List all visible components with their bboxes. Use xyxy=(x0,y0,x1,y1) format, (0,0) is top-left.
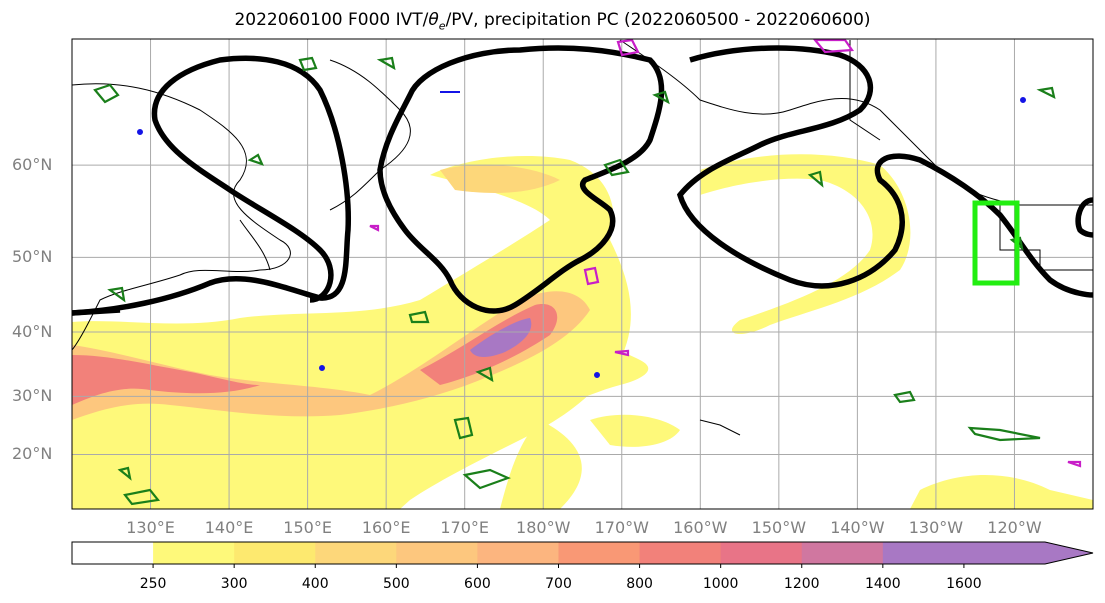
lon-tick-label: 160°W xyxy=(673,518,728,537)
colorbar-swatch xyxy=(477,542,559,564)
colorbar-swatch xyxy=(882,542,965,564)
colorbar-swatch xyxy=(720,542,803,564)
colorbar-tick-label: 400 xyxy=(301,576,329,592)
lon-tick-label: 170°W xyxy=(594,518,649,537)
lon-tick-label: 140°E xyxy=(204,518,254,537)
lat-tick-label: 20°N xyxy=(12,444,53,464)
colorbar-tick-label: 600 xyxy=(464,576,491,592)
lat-tick-label: 40°N xyxy=(12,322,53,341)
colorbar-tick-label: 700 xyxy=(545,576,572,592)
colorbar-tick-label: 1600 xyxy=(946,576,982,592)
lat-tick-label: 30°N xyxy=(12,386,53,406)
lon-tick-label: 130°W xyxy=(908,518,964,537)
colorbar-tick-label: 800 xyxy=(626,576,653,592)
colorbar-tick-label: 250 xyxy=(139,576,167,592)
theta-e-contour-3 xyxy=(377,45,665,314)
ivt-bit-east xyxy=(910,475,1093,509)
colorbar-frame xyxy=(71,541,1094,565)
lon-tick-label: 150°W xyxy=(751,518,807,537)
lat-tick-label: 50°N xyxy=(12,247,53,267)
map-frame xyxy=(71,38,1094,510)
ivt-core-max xyxy=(470,318,532,357)
theta-e-contour-2 xyxy=(72,307,121,316)
colorbar-extend-arrow xyxy=(1045,542,1093,564)
lon-tick-label: 120°W xyxy=(987,518,1042,537)
colorbar-swatch xyxy=(234,542,316,564)
theta-e-contour-5 xyxy=(1075,197,1093,238)
map-grid xyxy=(72,39,1093,509)
lon-tick-label: 180°W xyxy=(516,518,571,537)
ivt-bit-north xyxy=(440,164,560,193)
theta-e-contours xyxy=(72,45,1093,316)
lat-tick-label: 60°N xyxy=(12,155,53,175)
theta-e-contour-4 xyxy=(676,45,1093,298)
lon-tick-label: 130°E xyxy=(126,518,175,537)
pv-contours xyxy=(93,56,1056,506)
coastlines xyxy=(72,39,1093,436)
blue-contours xyxy=(137,91,1026,378)
map-panel xyxy=(72,39,1093,509)
lon-tick-label: 150°E xyxy=(283,518,332,537)
colorbar-swatch xyxy=(72,542,154,564)
target-region-box xyxy=(972,200,1020,286)
colorbar-tick-label: 1000 xyxy=(702,576,739,592)
theta-e-contour-1 xyxy=(72,55,351,316)
lon-tick-label: 140°W xyxy=(830,518,885,537)
colorbar-swatch xyxy=(639,542,722,564)
chart-title: 2022060100 F000 IVT/θe/PV, precipitation… xyxy=(234,10,871,33)
colorbar-swatch xyxy=(153,542,235,564)
colorbar-tick-label: 300 xyxy=(220,576,248,592)
colorbar-tick-label: 500 xyxy=(382,576,410,592)
ivt-bit-sw xyxy=(72,420,160,509)
colorbar-swatch xyxy=(963,542,1045,564)
lon-tick-label: 170°E xyxy=(440,518,490,537)
colorbar-swatch xyxy=(396,542,478,564)
colorbar-swatch xyxy=(315,542,397,564)
colorbar-tick-label: 1200 xyxy=(783,576,820,592)
colorbar-tick-label: 1400 xyxy=(865,576,901,592)
colorbar-swatch xyxy=(558,542,641,564)
colorbar xyxy=(71,541,1094,568)
ivt-band-low-2 xyxy=(500,420,582,509)
colorbar-swatch xyxy=(801,542,884,564)
magenta-contours xyxy=(369,39,1082,468)
lon-tick-label: 160°E xyxy=(361,518,411,537)
ivt-band-high xyxy=(72,355,260,405)
ivt-bit-hawaii xyxy=(590,414,680,447)
